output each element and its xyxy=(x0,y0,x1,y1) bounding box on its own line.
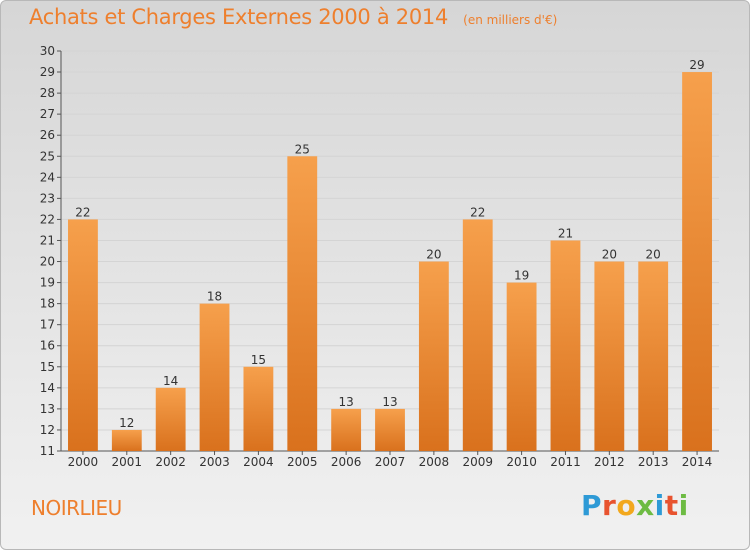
bar-value-label: 13 xyxy=(338,395,353,409)
proxiti-logo: Proxiti xyxy=(581,489,689,522)
y-tick-label: 25 xyxy=(40,149,55,163)
bar xyxy=(682,72,712,451)
y-tick-label: 23 xyxy=(40,191,55,205)
y-tick-label: 19 xyxy=(40,276,55,290)
bar-value-label: 19 xyxy=(514,269,529,283)
x-tick-label: 2010 xyxy=(506,455,537,469)
bar xyxy=(199,303,230,451)
bar-value-label: 22 xyxy=(75,205,90,219)
x-tick-label: 2012 xyxy=(594,455,625,469)
y-tick-label: 17 xyxy=(40,318,55,332)
bar-value-label: 25 xyxy=(295,142,310,156)
bar-value-label: 21 xyxy=(558,226,573,240)
y-tick-label: 21 xyxy=(40,233,55,247)
bar-value-label: 20 xyxy=(646,248,661,262)
y-tick-label: 29 xyxy=(40,65,55,79)
logo-letter: P xyxy=(581,489,603,522)
bar-value-label: 22 xyxy=(470,205,485,219)
x-tick-label: 2006 xyxy=(331,455,362,469)
logo-letter: i xyxy=(654,489,665,522)
bar xyxy=(331,408,362,451)
bar xyxy=(418,261,449,451)
bar-value-label: 15 xyxy=(251,353,266,367)
bar xyxy=(638,261,669,451)
bar xyxy=(506,282,537,451)
x-tick-label: 2014 xyxy=(682,455,713,469)
chart-title: Achats et Charges Externes 2000 à 2014 xyxy=(29,5,449,29)
bar-value-label: 18 xyxy=(207,290,222,304)
x-tick-label: 2003 xyxy=(199,455,230,469)
y-tick-label: 18 xyxy=(40,297,55,311)
chart-unit: (en milliers d'€) xyxy=(463,13,558,27)
bar-value-label: 12 xyxy=(119,416,134,430)
logo-letter: o xyxy=(616,489,637,522)
bar xyxy=(243,366,274,451)
y-tick-label: 28 xyxy=(40,86,55,100)
x-tick-label: 2009 xyxy=(462,455,493,469)
y-tick-label: 13 xyxy=(40,402,55,416)
y-tick-label: 11 xyxy=(40,444,55,458)
bar xyxy=(462,219,493,451)
bar-value-label: 20 xyxy=(426,248,441,262)
x-tick-label: 2005 xyxy=(287,455,318,469)
bar-value-label: 13 xyxy=(382,395,397,409)
title-row: Achats et Charges Externes 2000 à 2014 (… xyxy=(29,5,557,29)
x-tick-label: 2000 xyxy=(68,455,99,469)
bar xyxy=(594,261,625,451)
x-tick-label: 2013 xyxy=(638,455,669,469)
bar-value-label: 29 xyxy=(689,58,704,72)
y-tick-label: 20 xyxy=(40,255,55,269)
x-tick-label: 2008 xyxy=(419,455,450,469)
x-tick-label: 2002 xyxy=(155,455,186,469)
bar xyxy=(111,429,142,451)
bar-value-label: 14 xyxy=(163,374,178,388)
bar xyxy=(155,387,186,451)
y-tick-label: 26 xyxy=(40,128,55,142)
x-tick-label: 2011 xyxy=(550,455,581,469)
logo-letter: t xyxy=(664,489,679,522)
y-tick-label: 15 xyxy=(40,360,55,374)
y-tick-label: 14 xyxy=(40,381,55,395)
logo-letter: i xyxy=(678,489,689,522)
x-tick-label: 2001 xyxy=(112,455,143,469)
bar xyxy=(550,240,581,451)
commune-name: NOIRLIEU xyxy=(31,496,122,520)
bar xyxy=(68,219,98,451)
y-tick-label: 12 xyxy=(40,423,55,437)
bar xyxy=(287,156,318,451)
y-tick-label: 22 xyxy=(40,212,55,226)
logo-letter: x xyxy=(636,489,655,522)
logo-letter: r xyxy=(602,489,617,522)
x-tick-label: 2007 xyxy=(375,455,406,469)
y-tick-label: 30 xyxy=(40,44,55,58)
bar xyxy=(375,408,405,451)
y-tick-label: 24 xyxy=(40,170,55,184)
x-tick-label: 2004 xyxy=(243,455,274,469)
y-tick-label: 16 xyxy=(40,339,55,353)
bar-value-label: 20 xyxy=(602,248,617,262)
y-tick-label: 27 xyxy=(40,107,55,121)
